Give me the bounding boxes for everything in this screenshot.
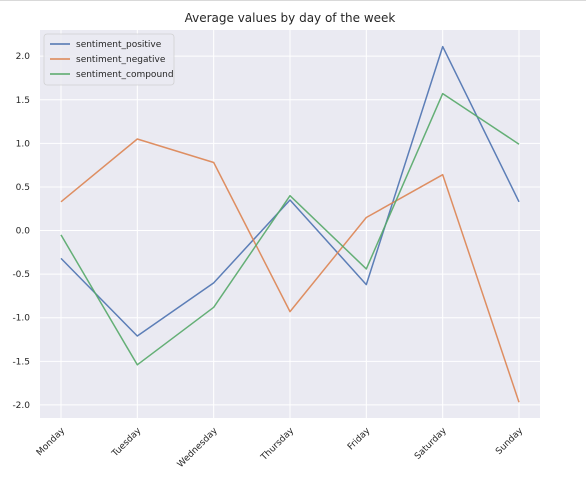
top-border [0,0,586,1]
series-line-sentiment-compound [60,92,520,366]
y-tick-label: -1.0 [12,314,30,324]
x-tick-label: Saturday [413,426,449,462]
x-tick-label: Tuesday [110,426,144,460]
y-tick-label: 2.0 [16,52,31,62]
x-tick-labels: Monday Tuesday Wednesday Thursday Friday Satu… [35,426,526,470]
series-line-sentiment-negative [60,138,520,403]
series-lines [60,45,520,403]
legend: sentiment_positive sentiment_negativesent… [43,33,175,86]
y-tick-label: -1.5 [12,357,30,367]
legend-box [43,33,175,86]
y-tick-label: -0.5 [12,270,30,280]
y-tick-label: 0.5 [16,183,30,193]
y-tick-label: 0.0 [16,227,31,237]
legend-label: sentiment_positive [76,40,162,50]
legend-label: sentiment_compound [76,70,174,80]
x-tick-label: Thursday [259,426,297,464]
y-tick-label: 1.0 [16,139,31,149]
series-line-sentiment-positive [60,45,520,337]
chart-title: Average values by day of the week [185,11,396,25]
x-tick-label: Friday [346,426,373,453]
y-tick-label: 1.5 [16,96,30,106]
x-tick-label: Wednesday [176,426,220,470]
x-tick-label: Monday [35,426,68,459]
y-tick-labels: 2.0 1.5 1.0 0.5 0.0 -0.5 -1.0 -1.5 -2.0 [12,52,30,411]
y-tick-label: -2.0 [12,401,30,411]
legend-label: sentiment_negative [76,55,166,65]
x-tick-label: Sunday [494,426,525,457]
